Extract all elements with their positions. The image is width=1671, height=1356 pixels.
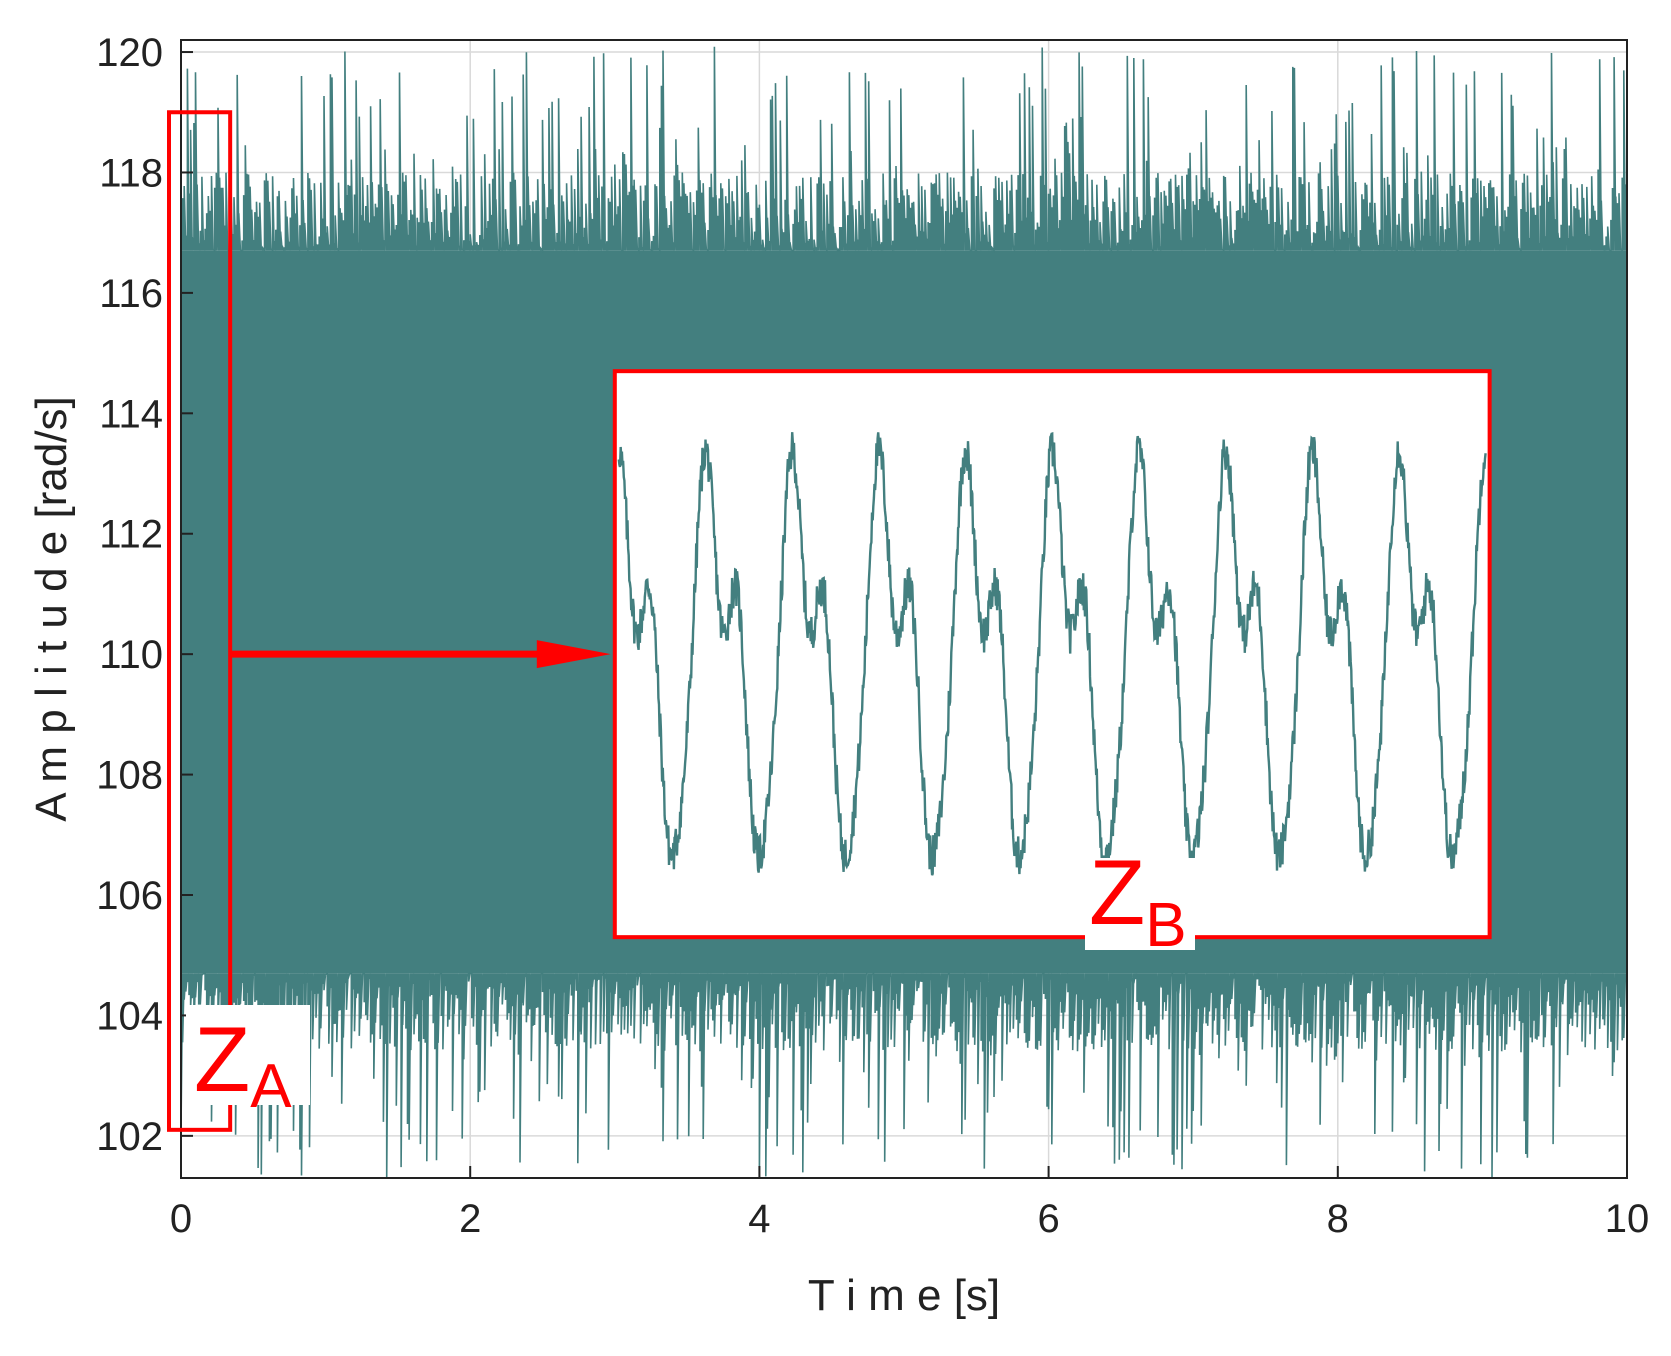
zone-b-label-sub: B bbox=[1145, 891, 1186, 960]
x-tick-label: 0 bbox=[170, 1197, 192, 1241]
zone-a-label-sub: A bbox=[250, 1052, 292, 1121]
y-tick-label: 118 bbox=[99, 151, 163, 195]
y-tick-label: 110 bbox=[99, 633, 163, 677]
zoom-arrow-head bbox=[536, 640, 611, 669]
zone-b-label: ZB bbox=[1089, 842, 1187, 960]
signal-upper-spikes bbox=[180, 46, 1628, 254]
y-tick-label: 108 bbox=[96, 754, 163, 798]
x-tick-label: 10 bbox=[1605, 1197, 1650, 1241]
zoom-inset-waveform bbox=[617, 431, 1487, 876]
y-tick-label: 114 bbox=[99, 392, 163, 436]
zone-a-label: ZA bbox=[194, 1009, 292, 1121]
x-tick-label: 4 bbox=[748, 1197, 770, 1241]
x-tick-label: 2 bbox=[459, 1197, 481, 1241]
zone-a-label-main: Z bbox=[194, 1009, 250, 1111]
zone-b-label-main: Z bbox=[1089, 842, 1145, 944]
x-tick-label: 8 bbox=[1327, 1197, 1349, 1241]
signal-lower-spikes bbox=[180, 970, 1628, 1178]
zone-a-label-background bbox=[186, 1005, 310, 1105]
y-tick-label: 116 bbox=[99, 272, 163, 316]
y-tick-label: 102 bbox=[96, 1115, 163, 1159]
ticks: 0 2 4 6 8 10 102 104 106 108 110 112 114 116 118 120 bbox=[96, 31, 1649, 1241]
y-tick-label: 104 bbox=[96, 994, 163, 1038]
x-axis-label: T i m e [s] bbox=[808, 1271, 1000, 1320]
zone-a-box bbox=[167, 110, 233, 1132]
zone-b-label-background bbox=[1085, 858, 1195, 950]
plot-frame bbox=[180, 39, 1628, 1179]
x-tick-label: 6 bbox=[1037, 1197, 1059, 1241]
y-tick-label: 120 bbox=[96, 31, 163, 75]
y-axis-label: A m p l i t u d e [rad/s] bbox=[27, 396, 76, 822]
y-tick-label: 106 bbox=[96, 874, 163, 918]
y-tick-label: 112 bbox=[99, 513, 163, 557]
